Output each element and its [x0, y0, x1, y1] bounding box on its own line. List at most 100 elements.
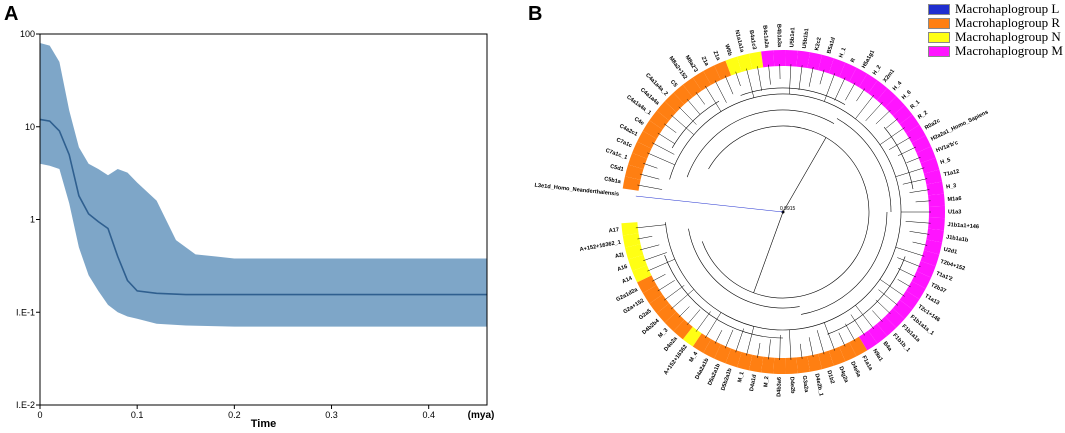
tip-branch [820, 70, 824, 84]
tip-label: B4b1a3a [775, 24, 782, 48]
tip-branch [769, 339, 771, 359]
tip-branch [757, 66, 761, 91]
circular-phylogeny: 0.9915L3e1d_Homo_NeanderthalensisC5b1aC5… [500, 0, 1065, 428]
internal-branch-arc [837, 118, 891, 212]
tip-branch [856, 89, 864, 102]
root-support-label: 0.9915 [780, 206, 796, 212]
tip-label: C4e [633, 116, 645, 127]
tip-branch [637, 236, 652, 239]
tip-label: D4e5a [849, 361, 862, 379]
tip-branch [907, 157, 921, 163]
tip-branch [687, 310, 700, 325]
tip-branch [647, 153, 675, 165]
tip-label: U2d1 [943, 247, 958, 256]
tip-label: D4b3a6 [776, 377, 782, 397]
tip-branch [872, 311, 882, 322]
legend-label-m: Macrohaplogroup M [955, 43, 1063, 59]
internal-branch-arc [688, 229, 799, 308]
tip-branch [679, 107, 697, 125]
tip-label: C5d1 [609, 164, 624, 173]
y-tick-label: 10 [25, 122, 35, 132]
tip-branch [809, 67, 813, 87]
tip-label: M_1 [737, 371, 746, 383]
ring-sector-r [773, 358, 785, 374]
legend-item-m: Macrohaplogroup M [928, 44, 1063, 58]
tip-label: T2b4+152 [939, 259, 965, 272]
y-tick-label: I.E-1 [16, 307, 35, 317]
tip-label: M_4 [688, 350, 699, 363]
x-tick-label: 0.4 [422, 410, 435, 420]
tip-label: D4e2b_1 [813, 373, 824, 397]
tip-label: D5a2a1b [707, 362, 722, 386]
tip-label: C5 [669, 79, 678, 88]
tip-branch [800, 344, 802, 359]
tip-label: R_1 [909, 99, 921, 110]
tip-label: D4o2a [663, 335, 679, 352]
tip-branch [897, 258, 920, 267]
tip-branch [817, 330, 824, 354]
legend-swatch-r [928, 18, 950, 29]
ring-sector-r [785, 357, 798, 374]
ring-sector-m [929, 206, 945, 218]
ring-sector-m [785, 50, 798, 67]
tip-label: X2m1 [882, 68, 896, 83]
x-axis-label: Time [251, 418, 276, 428]
tip-branch [799, 65, 802, 90]
tip-label: D4a2a1b [694, 357, 710, 381]
tip-branch [835, 78, 845, 101]
tip-branch [898, 279, 911, 287]
tip-branch [824, 323, 834, 351]
tip-branch [913, 242, 928, 245]
tip-label: C4a2c1 [618, 123, 638, 137]
tip-branch [866, 102, 883, 121]
tip-label: T1a1'2 [935, 271, 953, 283]
ring-sector-m [761, 50, 774, 67]
tip-label: T1a12 [943, 169, 960, 178]
tip-label: H2a2a1_Homo_Sapiens [930, 109, 989, 142]
tip-branch [736, 72, 741, 86]
tip-label: M8a2'3 [684, 55, 699, 74]
tip-label: A2j [614, 252, 624, 260]
tip-label: HV1a'b'c [935, 140, 959, 154]
x-tick-label: 0 [37, 410, 42, 420]
tip-label: U5b1e1 [789, 27, 796, 47]
tip-branch [658, 280, 675, 291]
tip-branch [715, 81, 726, 103]
tip-branch [687, 99, 700, 114]
tip-label: R [850, 58, 857, 64]
tip-label: B4c1a2a [761, 25, 769, 49]
tip-label: K2c2 [814, 37, 823, 51]
tip-label: T1a13 [924, 293, 941, 306]
x-tick-label: 0.1 [131, 410, 144, 420]
tip-branch [736, 329, 744, 353]
tip-label: H_3 [946, 183, 957, 190]
tip-branch [910, 231, 930, 234]
internal-branch-arc [702, 126, 869, 298]
tip-label: Z1a [700, 56, 710, 68]
tip-branch [725, 330, 733, 348]
tip-label: U5b1b1 [802, 28, 811, 49]
internal-branch-arc [741, 88, 845, 105]
tip-branch [658, 133, 675, 144]
tip-label: B4a [881, 341, 893, 353]
hpd-interval-band [40, 43, 487, 327]
tip-branch [746, 326, 753, 355]
tip-branch [715, 330, 722, 343]
tip-label: H_4 [892, 80, 904, 92]
tip-label: H_5 [940, 157, 952, 166]
legend-item-r: Macrohaplogroup R [928, 16, 1063, 30]
tip-label: J1b1a1b [946, 234, 970, 243]
tip-branch [679, 307, 690, 318]
tip-label: D5b2a1b [720, 367, 733, 392]
tip-label: D4a1d [749, 374, 758, 392]
tip-label: C7a1c [615, 137, 633, 149]
tip-branch [725, 76, 733, 94]
legend-item-l: Macrohaplogroup L [928, 2, 1063, 16]
tip-label: A14 [621, 275, 634, 285]
tip-branch [769, 65, 771, 85]
tip-label: M1a6 [947, 196, 961, 203]
tip-branch [916, 201, 931, 202]
x-axis-unit: (mya) [468, 410, 495, 421]
tip-branch [664, 285, 684, 300]
